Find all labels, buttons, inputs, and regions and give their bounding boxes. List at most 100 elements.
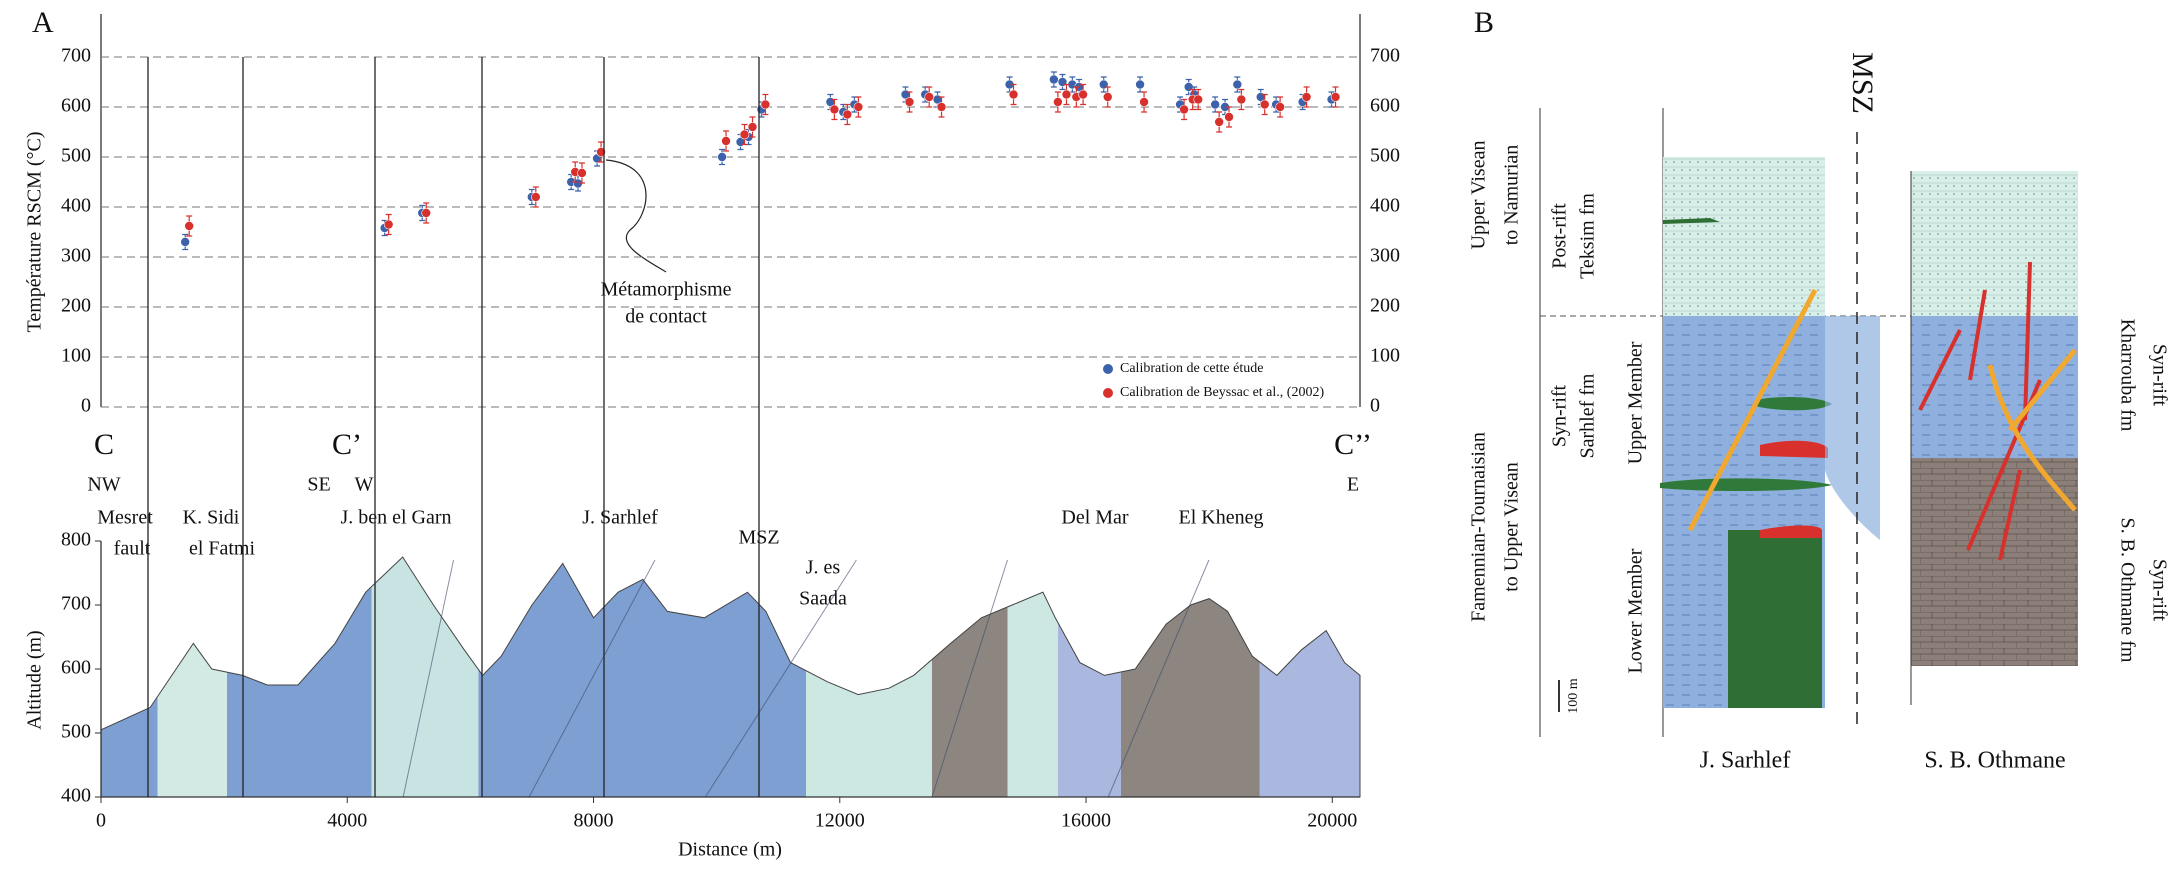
data-point [747, 122, 758, 132]
age-label: Upper Visean [1468, 141, 1490, 250]
age-label: Famennian-Tournaisian [1468, 432, 1490, 622]
data-point [184, 221, 194, 231]
fault-trace [528, 559, 656, 798]
data-point [717, 152, 727, 162]
x-tick-label: 8000 [574, 810, 614, 832]
lens [1663, 218, 1720, 224]
annotation: Métamorphisme [600, 279, 731, 301]
y-tick-label: 300 [1370, 245, 1400, 267]
vein [1918, 261, 2042, 561]
data-point [1179, 104, 1189, 115]
y-tick-label: 0 [1370, 395, 1380, 417]
y-tick-label: 600 [1370, 95, 1400, 117]
data-point [829, 104, 840, 115]
formation-label: Teksim fm [1577, 193, 1599, 279]
section-label: J. Sarhlef [582, 507, 658, 529]
data-point [383, 219, 394, 230]
data-point [1135, 79, 1145, 90]
data-point [904, 97, 915, 107]
fault-zone [1825, 316, 1880, 540]
panel-b: B MSZ Upper Visean to Namurian Famennian… [1468, 6, 2171, 774]
data-point [924, 92, 934, 102]
data-point [1098, 79, 1109, 90]
section-label: J. es [806, 557, 841, 579]
section-label: C’ [332, 428, 362, 461]
fault-trace [402, 559, 455, 798]
data-point [1301, 92, 1312, 102]
fault-trace [704, 559, 857, 798]
data-point [1008, 89, 1019, 100]
vein [1687, 288, 1818, 532]
data-point [1224, 112, 1234, 122]
y-tick-label: 500 [61, 721, 91, 743]
data-point [936, 102, 947, 112]
y-tick-label: 800 [61, 529, 91, 551]
othmane-layer [1911, 458, 2078, 666]
x-axis-title: Distance (m) [678, 839, 782, 861]
panel-label: A [32, 6, 54, 39]
x-tick-label: 12000 [815, 810, 865, 832]
legend-swatch [1103, 364, 1113, 374]
section-label: J. ben el Garn [340, 507, 451, 529]
x-tick-label: 20000 [1307, 810, 1357, 832]
lens [1755, 396, 1832, 411]
data-point [1049, 74, 1059, 85]
section-label: NW [87, 474, 120, 496]
section-label: fault [114, 538, 151, 560]
legend-label: Calibration de cette étude [1120, 361, 1263, 376]
data-point [1236, 94, 1247, 105]
vein [1987, 348, 2077, 512]
formation-label: Sarhlef fm [1577, 373, 1599, 458]
teksim-layer [1663, 157, 1825, 316]
data-point [421, 208, 432, 218]
data-point [739, 129, 750, 140]
y-tick-label: 700 [1370, 45, 1400, 67]
topography [100, 556, 1361, 798]
section-label: SE [307, 474, 330, 496]
y-tick-label: 300 [61, 245, 91, 267]
section-label: Saada [799, 588, 847, 610]
panel-a: A Température RSCM (°C) Altitude (m) Dis… [24, 6, 1372, 861]
data-point [1214, 117, 1224, 127]
annotation-leader [605, 159, 667, 273]
section-label: Del Mar [1061, 507, 1129, 529]
legend-label: Calibration de Beyssac et al., (2002) [1120, 385, 1324, 400]
fault-trace [1107, 559, 1210, 798]
formation-label: Post-rift [1549, 203, 1571, 269]
y-tick-label: 700 [61, 593, 91, 615]
y-tick-label: 700 [61, 45, 91, 67]
formation-label: Kharrouba fm [2116, 319, 2138, 432]
data-point [1210, 99, 1220, 110]
y-tick-label: 400 [61, 785, 91, 807]
formation-label: S. B. Othmane fm [2116, 518, 2138, 663]
y-tick-label: 100 [61, 345, 91, 367]
data-point [721, 136, 731, 146]
y-tick-label: 400 [1370, 195, 1400, 217]
section-label: el Fatmi [189, 538, 256, 560]
section-label: C [94, 428, 114, 461]
data-point [180, 237, 190, 247]
data-point [1061, 89, 1072, 100]
data-point [1232, 79, 1243, 90]
y-tick-label: 100 [1370, 345, 1400, 367]
plot-layer: 0 0 100 100 200 200 300 300 400 400 500 500 600 600 70… [61, 45, 1400, 832]
lens [1660, 478, 1832, 492]
data-point [577, 168, 587, 178]
age-label: to Upper Visean [1501, 462, 1523, 592]
scale-label: 100 m [1566, 678, 1581, 714]
formation-label: Syn-rift [2148, 559, 2170, 622]
column-label: S. B. Othmane [1924, 748, 2065, 774]
lens [1760, 440, 1828, 458]
data-point [842, 109, 853, 120]
section-label: C’’ [1334, 428, 1372, 461]
column-label: J. Sarhlef [1700, 748, 1791, 774]
fault-label: MSZ [1846, 52, 1879, 114]
section-label: El Kheneg [1179, 507, 1264, 529]
y-tick-label: 500 [61, 145, 91, 167]
data-point [1193, 94, 1204, 105]
y-axis-title: Altitude (m) [24, 630, 46, 729]
kharrouba-upper [1911, 171, 2078, 316]
section-label: Mesret [97, 507, 153, 529]
y-axis-title: Température RSCM (°C) [24, 131, 46, 332]
x-tick-label: 16000 [1061, 810, 1111, 832]
